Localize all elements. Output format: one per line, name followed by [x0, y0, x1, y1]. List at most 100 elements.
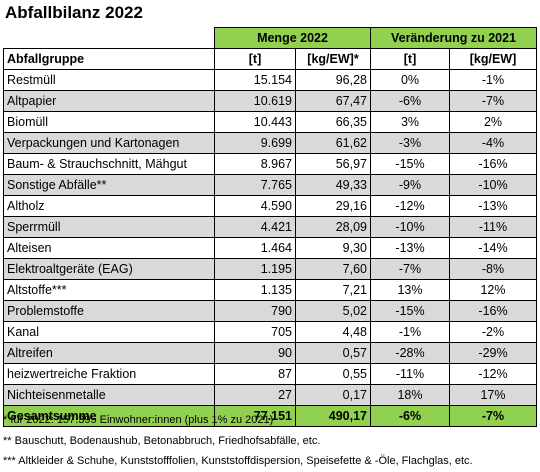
table-row: Restmüll 15.154 96,28 0% -1%: [3, 69, 537, 91]
page-title: Abfallbilanz 2022: [5, 3, 143, 22]
table-row: Altreifen 90 0,57 -28% -29%: [3, 342, 537, 364]
row-change-kg: -7%: [449, 90, 537, 112]
row-menge-kg: 67,47: [295, 90, 371, 112]
row-change-t: -13%: [370, 237, 450, 259]
row-change-t: -7%: [370, 258, 450, 280]
table-row: Altstoffe*** 1.135 7,21 13% 12%: [3, 279, 537, 301]
row-menge-t: 790: [214, 300, 296, 322]
row-menge-kg: 0,57: [295, 342, 371, 364]
row-abfallgruppe: Problemstoffe: [3, 300, 215, 322]
row-menge-kg: 9,30: [295, 237, 371, 259]
row-abfallgruppe: Sonstige Abfälle**: [3, 174, 215, 196]
row-abfallgruppe: Sperrmüll: [3, 216, 215, 238]
table-row: Altholz 4.590 29,16 -12% -13%: [3, 195, 537, 217]
row-change-kg: 17%: [449, 384, 537, 406]
row-change-kg: -12%: [449, 363, 537, 385]
table-row: Nichteisenmetalle 27 0,17 18% 17%: [3, 384, 537, 406]
total-change-kg: -7%: [449, 405, 537, 427]
row-change-kg: -11%: [449, 216, 537, 238]
row-menge-kg: 28,09: [295, 216, 371, 238]
table-row: Baum- & Strauchschnitt, Mähgut 8.967 56,97…: [3, 153, 537, 175]
row-menge-t: 4.421: [214, 216, 296, 238]
row-abfallgruppe: heizwertreiche Fraktion: [3, 363, 215, 385]
row-change-t: 18%: [370, 384, 450, 406]
row-menge-kg: 66,35: [295, 111, 371, 133]
total-change-t: -6%: [370, 405, 450, 427]
total-row: Gesamtsumme 77.151 490,17 -6% -7%: [3, 405, 537, 427]
row-menge-t: 27: [214, 384, 296, 406]
row-change-kg: -2%: [449, 321, 537, 343]
row-change-t: 0%: [370, 69, 450, 91]
row-change-kg: -13%: [449, 195, 537, 217]
row-menge-kg: 4,48: [295, 321, 371, 343]
footnote-other-waste: ** Bauschutt, Bodenaushub, Betonabbruch,…: [3, 434, 321, 447]
total-label: Gesamtsumme: [3, 405, 215, 427]
table-row: Sonstige Abfälle** 7.765 49,33 -9% -10%: [3, 174, 537, 196]
row-change-t: -11%: [370, 363, 450, 385]
group-header-veraenderung: Veränderung zu 2021: [370, 27, 537, 49]
row-change-kg: -1%: [449, 69, 537, 91]
row-abfallgruppe: Altholz: [3, 195, 215, 217]
row-menge-t: 15.154: [214, 69, 296, 91]
total-menge-kg: 490,17: [295, 405, 371, 427]
table-row: Sperrmüll 4.421 28,09 -10% -11%: [3, 216, 537, 238]
footnote-recyclables: *** Altkleider & Schuhe, Kunststofffolie…: [3, 455, 473, 467]
group-header-menge: Menge 2022: [214, 27, 371, 49]
row-change-t: -15%: [370, 300, 450, 322]
footnote-inhabitants: * für 2022: 157.395 Einwohner:innen (plu…: [3, 414, 274, 426]
column-header-menge-kg: [kg/EW]*: [295, 48, 371, 70]
waste-balance-table: Menge 2022 Veränderung zu 2021 Abfallgru…: [3, 27, 537, 427]
row-change-t: 13%: [370, 279, 450, 301]
row-menge-kg: 29,16: [295, 195, 371, 217]
row-menge-t: 90: [214, 342, 296, 364]
row-change-t: -28%: [370, 342, 450, 364]
group-header-row: Menge 2022 Veränderung zu 2021: [3, 27, 537, 49]
row-abfallgruppe: Altpapier: [3, 90, 215, 112]
row-menge-t: 10.443: [214, 111, 296, 133]
row-change-t: -6%: [370, 90, 450, 112]
table-row: Kanal 705 4,48 -1% -2%: [3, 321, 537, 343]
column-header-menge-t: [t]: [214, 48, 296, 70]
row-abfallgruppe: Altstoffe***: [3, 279, 215, 301]
row-menge-t: 1.135: [214, 279, 296, 301]
row-abfallgruppe: Altreifen: [3, 342, 215, 364]
column-header-change-kg: [kg/EW]: [449, 48, 537, 70]
row-menge-t: 705: [214, 321, 296, 343]
column-header-abfallgruppe: Abfallgruppe: [3, 48, 215, 70]
row-change-t: -1%: [370, 321, 450, 343]
row-change-kg: -29%: [449, 342, 537, 364]
header-blank-cell: [3, 27, 215, 49]
row-abfallgruppe: Biomüll: [3, 111, 215, 133]
row-abfallgruppe: Restmüll: [3, 69, 215, 91]
row-menge-kg: 7,21: [295, 279, 371, 301]
column-header-change-t: [t]: [370, 48, 450, 70]
row-menge-t: 9.699: [214, 132, 296, 154]
row-abfallgruppe: Nichteisenmetalle: [3, 384, 215, 406]
row-change-t: -12%: [370, 195, 450, 217]
row-change-kg: -16%: [449, 153, 537, 175]
table-row: Biomüll 10.443 66,35 3% 2%: [3, 111, 537, 133]
table-row: Verpackungen und Kartonagen 9.699 61,62 -3%…: [3, 132, 537, 154]
row-abfallgruppe: Verpackungen und Kartonagen: [3, 132, 215, 154]
row-change-kg: -4%: [449, 132, 537, 154]
row-change-t: -10%: [370, 216, 450, 238]
row-menge-kg: 49,33: [295, 174, 371, 196]
table-row: Alteisen 1.464 9,30 -13% -14%: [3, 237, 537, 259]
row-change-t: -3%: [370, 132, 450, 154]
row-abfallgruppe: Baum- & Strauchschnitt, Mähgut: [3, 153, 215, 175]
row-abfallgruppe: Kanal: [3, 321, 215, 343]
table-row: Altpapier 10.619 67,47 -6% -7%: [3, 90, 537, 112]
row-change-t: -15%: [370, 153, 450, 175]
row-change-kg: -8%: [449, 258, 537, 280]
row-menge-kg: 96,28: [295, 69, 371, 91]
row-change-kg: 2%: [449, 111, 537, 133]
row-abfallgruppe: Alteisen: [3, 237, 215, 259]
row-menge-kg: 7,60: [295, 258, 371, 280]
footnotes: * für 2022: 157.395 Einwohner:innen (plu…: [3, 410, 473, 472]
row-menge-kg: 0,17: [295, 384, 371, 406]
row-abfallgruppe: Elektroaltgeräte (EAG): [3, 258, 215, 280]
row-change-t: -9%: [370, 174, 450, 196]
table-body: Restmüll 15.154 96,28 0% -1% Altpapier 10.619 6…: [3, 69, 537, 406]
row-menge-t: 1.464: [214, 237, 296, 259]
row-change-kg: -10%: [449, 174, 537, 196]
